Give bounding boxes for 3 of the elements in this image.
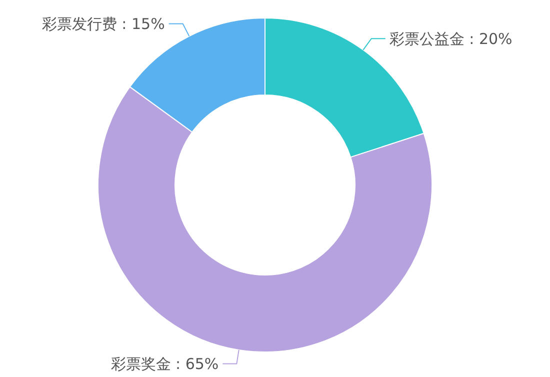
slice-label: 彩票发行费 : 15% [42,14,165,33]
slice-label: 彩票奖金 : 65% [110,355,219,374]
slice-label: 彩票公益金 : 20% [389,30,512,48]
